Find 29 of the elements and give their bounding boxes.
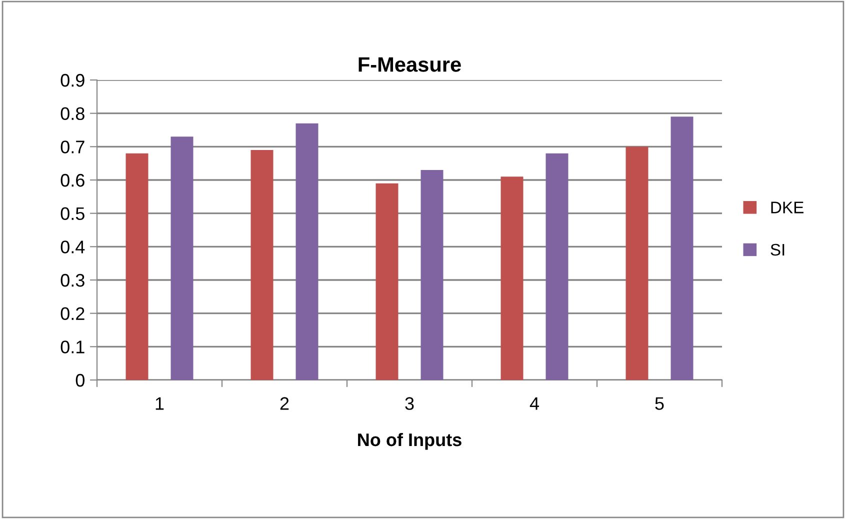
legend-label: SI: [770, 244, 784, 256]
bar: [500, 176, 524, 380]
bar: [170, 136, 194, 380]
bar: [250, 150, 274, 380]
bar: [670, 116, 694, 380]
bar: [626, 146, 648, 380]
bar: [296, 123, 318, 380]
y-tick-label: 0.3: [60, 274, 84, 287]
y-tick-label: 0.8: [60, 107, 84, 120]
y-tick-label: 0.5: [60, 207, 84, 220]
bar: [126, 153, 148, 380]
y-tick-label: 0: [76, 374, 84, 387]
y-tick-label: 0.1: [60, 340, 84, 354]
x-tick-label: 5: [655, 397, 664, 410]
bar: [546, 153, 568, 380]
chart-title: F-Measure: [358, 57, 461, 72]
x-tick-label: 1: [156, 397, 164, 410]
y-tick-label: 0.9: [60, 74, 84, 87]
y-tick-label: 0.4: [60, 240, 85, 254]
x-tick-label: 3: [405, 397, 414, 410]
x-tick-label: 4: [530, 397, 539, 410]
bar: [420, 170, 444, 380]
y-tick-label: 0.6: [60, 174, 84, 187]
x-tick-label: 2: [280, 397, 289, 410]
legend-label: DKE: [771, 202, 804, 214]
y-tick-label: 0.7: [60, 140, 84, 154]
y-tick-label: 0.2: [60, 307, 84, 320]
bar: [376, 183, 398, 380]
x-axis-title: No of Inputs: [358, 432, 462, 450]
